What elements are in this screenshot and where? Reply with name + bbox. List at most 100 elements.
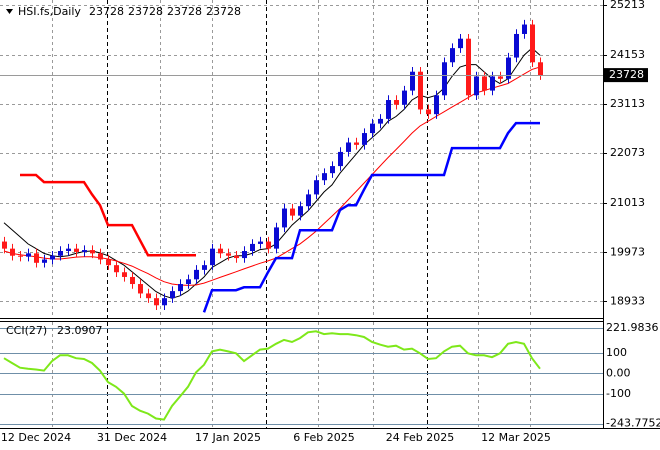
candle-body xyxy=(202,265,207,270)
candle-body xyxy=(490,76,495,91)
indicator-line xyxy=(202,121,540,313)
candle-body xyxy=(130,276,135,285)
y-tick-label: 100 xyxy=(606,346,627,359)
candle-body xyxy=(154,298,159,306)
candle-body xyxy=(378,118,383,124)
indicator-value: 23.0907 xyxy=(57,324,103,337)
y-tick-label: 23113 xyxy=(610,97,645,110)
candle-body xyxy=(122,272,127,277)
candle-body xyxy=(466,38,471,96)
indicator-line xyxy=(3,330,541,421)
y-tick-label: 21013 xyxy=(610,196,645,209)
candle-body xyxy=(82,250,87,252)
plot xyxy=(0,5,607,425)
candle-body xyxy=(442,62,447,96)
quote-low: 23728 xyxy=(167,5,202,18)
candle-body xyxy=(410,71,415,91)
candle-body xyxy=(146,293,151,299)
candle-body xyxy=(498,76,503,79)
candle-body xyxy=(522,24,527,34)
candle-body xyxy=(98,253,103,260)
candle-body xyxy=(450,48,455,63)
candle-body xyxy=(530,24,535,63)
candle-body xyxy=(66,248,71,252)
candle-body xyxy=(458,38,463,49)
candle-body xyxy=(330,166,335,174)
candle-body xyxy=(306,194,311,207)
candle-body xyxy=(258,241,263,244)
last-price-box xyxy=(604,68,648,83)
indicator-title: CCI(27) xyxy=(6,324,47,337)
candle-body xyxy=(186,279,191,285)
y-tick-label: 0.00 xyxy=(606,366,631,379)
candle-body xyxy=(338,151,343,167)
x-tick-label: 31 Dec 2024 xyxy=(97,431,167,444)
quote-open: 23728 xyxy=(89,5,124,18)
x-tick-label: 6 Feb 2025 xyxy=(293,431,354,444)
candle-body xyxy=(58,251,63,256)
y-tick-label: 22073 xyxy=(610,146,645,159)
candle-body xyxy=(178,284,183,292)
candle-body xyxy=(162,298,167,306)
candle-body xyxy=(210,248,215,266)
candle-body xyxy=(314,180,319,195)
candle-body xyxy=(26,253,31,257)
y-tick-label: 19973 xyxy=(610,245,645,258)
candle-body xyxy=(218,248,223,254)
candle-body xyxy=(274,227,279,249)
quote-high: 23728 xyxy=(128,5,163,18)
candle-body xyxy=(362,133,367,145)
candle-body xyxy=(106,259,111,266)
candle-body xyxy=(402,90,407,105)
candle-body xyxy=(426,109,431,115)
candle-body xyxy=(346,142,351,152)
candle-body xyxy=(370,123,375,134)
candle-body xyxy=(242,251,247,259)
candle-body xyxy=(2,241,7,249)
candle-body xyxy=(282,208,287,228)
candle-body xyxy=(138,284,143,294)
candle-body xyxy=(394,100,399,105)
candle-body xyxy=(34,253,39,263)
candle-body xyxy=(418,71,423,110)
x-tick-label: 17 Jan 2025 xyxy=(195,431,261,444)
candle-body xyxy=(90,250,95,254)
y-tick-label: 25213 xyxy=(610,0,645,11)
candle-body xyxy=(482,76,487,91)
candle-body xyxy=(266,241,271,249)
indicator-line xyxy=(3,66,541,286)
candle-body xyxy=(298,206,303,216)
y-tick-label: 221.9836 xyxy=(606,321,659,334)
candle-body xyxy=(170,291,175,299)
indicator-line xyxy=(20,173,196,257)
candle-body xyxy=(322,173,327,181)
menu-arrow[interactable] xyxy=(6,9,13,14)
y-tick-label: -243.7752 xyxy=(606,417,660,430)
candle-body xyxy=(226,253,231,256)
symbol: HSI.fs,Daily xyxy=(18,5,81,18)
candle-body xyxy=(514,33,519,58)
last-price-label: 23728 xyxy=(609,68,644,81)
candle-body xyxy=(194,269,199,280)
candle-body xyxy=(234,255,239,259)
x-tick-label: 24 Feb 2025 xyxy=(386,431,454,444)
y-tick-label: 24153 xyxy=(610,48,645,61)
candle-body xyxy=(10,248,15,256)
y-tick-label: 18933 xyxy=(610,294,645,307)
candle-body xyxy=(290,208,295,216)
candle-body xyxy=(250,243,255,252)
quote-close: 23728 xyxy=(206,5,241,18)
y-tick-label: -100 xyxy=(606,387,631,400)
candle-body xyxy=(50,255,55,260)
candle-body xyxy=(42,259,47,263)
candle-body xyxy=(474,76,479,96)
candle-body xyxy=(538,62,543,76)
candle-body xyxy=(386,100,391,119)
candle-body xyxy=(354,142,359,145)
candle-body xyxy=(506,57,511,79)
x-tick-label: 12 Mar 2025 xyxy=(481,431,551,444)
x-tick-label: 12 Dec 2024 xyxy=(1,431,71,444)
